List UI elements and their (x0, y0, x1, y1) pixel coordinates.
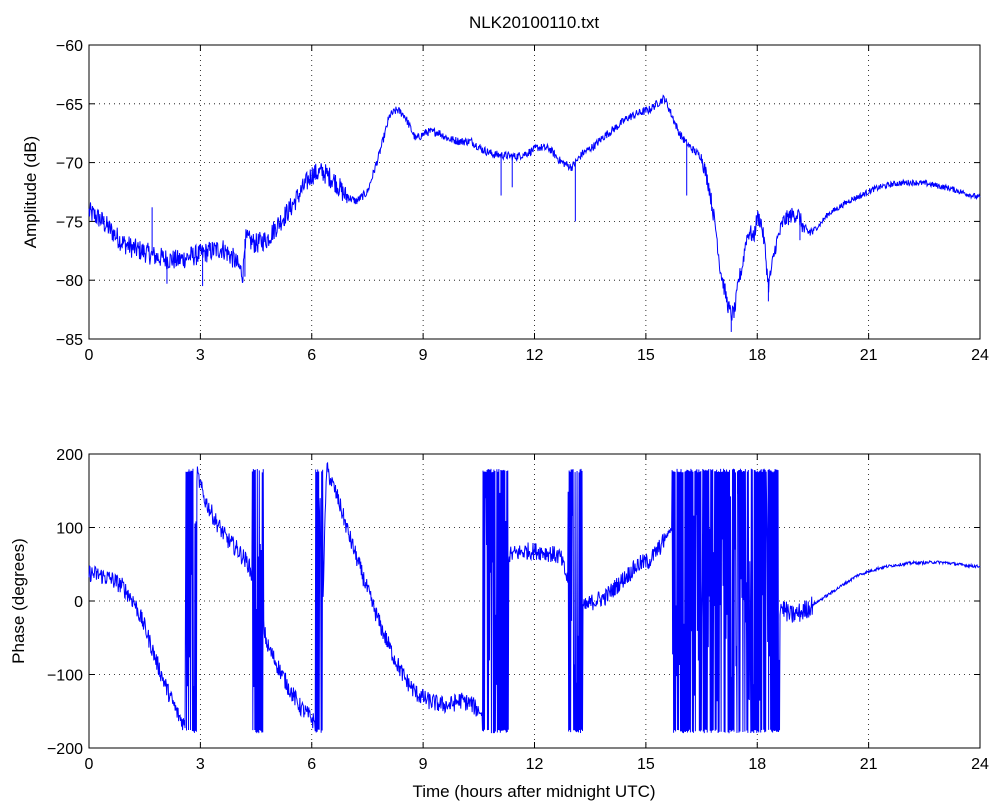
amplitude-tick-labels: 0 3 6 9 12 15 18 21 24 −60 −65 −70 −75 −80 −85 (56, 38, 989, 364)
amplitude-series-line (88, 94, 981, 321)
amplitude-x-tick-label: 21 (860, 347, 878, 364)
amplitude-axes-box (88, 44, 981, 340)
amplitude-y-tick-label: −65 (56, 97, 83, 114)
amplitude-grid (88, 44, 981, 340)
phase-y-tick-label: 200 (56, 447, 83, 464)
x-axis-label: Time (hours after midnight UTC) (412, 782, 655, 801)
amplitude-x-tick-label: 18 (748, 347, 766, 364)
phase-x-tick-label: 21 (860, 756, 878, 773)
phase-x-tick-label: 3 (196, 756, 205, 773)
amplitude-y-tick-label: −60 (56, 38, 83, 55)
phase-series (88, 461, 981, 734)
phase-series-line (88, 461, 981, 734)
phase-x-tick-label: 9 (419, 756, 428, 773)
amplitude-y-axis-label: Amplitude (dB) (21, 136, 40, 248)
amplitude-y-tick-label: −85 (56, 332, 83, 349)
phase-x-tick-label: 0 (85, 756, 94, 773)
phase-x-tick-label: 6 (307, 756, 316, 773)
amplitude-x-tick-label: 9 (419, 347, 428, 364)
phase-y-tick-label: −100 (47, 668, 83, 685)
phase-y-axis-label: Phase (degrees) (9, 538, 28, 664)
amplitude-x-tick-label: 3 (196, 347, 205, 364)
phase-x-tick-label: 12 (526, 756, 544, 773)
amplitude-x-tick-label: 0 (85, 347, 94, 364)
amplitude-y-tick-label: −80 (56, 273, 83, 290)
amplitude-x-tick-label: 24 (971, 347, 989, 364)
phase-x-tick-label: 18 (748, 756, 766, 773)
amplitude-plot: 0 3 6 9 12 15 18 21 24 −60 −65 −70 −75 −80 −85 NLK2010… (21, 13, 989, 364)
phase-y-tick-label: 100 (56, 521, 83, 538)
amplitude-series (88, 94, 981, 332)
amplitude-x-tick-label: 12 (526, 347, 544, 364)
phase-plot: 0 3 6 9 12 15 18 21 24 200 100 0 −100 −200 Phase (deg… (9, 447, 989, 801)
amplitude-x-tick-label: 6 (307, 347, 316, 364)
amplitude-y-tick-label: −75 (56, 214, 83, 231)
phase-x-tick-label: 24 (971, 756, 989, 773)
phase-tick-labels: 0 3 6 9 12 15 18 21 24 200 100 0 −100 −200 (47, 447, 989, 773)
phase-x-tick-label: 15 (637, 756, 655, 773)
chart-title: NLK20100110.txt (469, 13, 599, 32)
amplitude-y-tick-label: −70 (56, 156, 83, 173)
phase-y-tick-label: −200 (47, 741, 83, 758)
phase-y-tick-label: 0 (74, 594, 83, 611)
amplitude-x-tick-label: 15 (637, 347, 655, 364)
